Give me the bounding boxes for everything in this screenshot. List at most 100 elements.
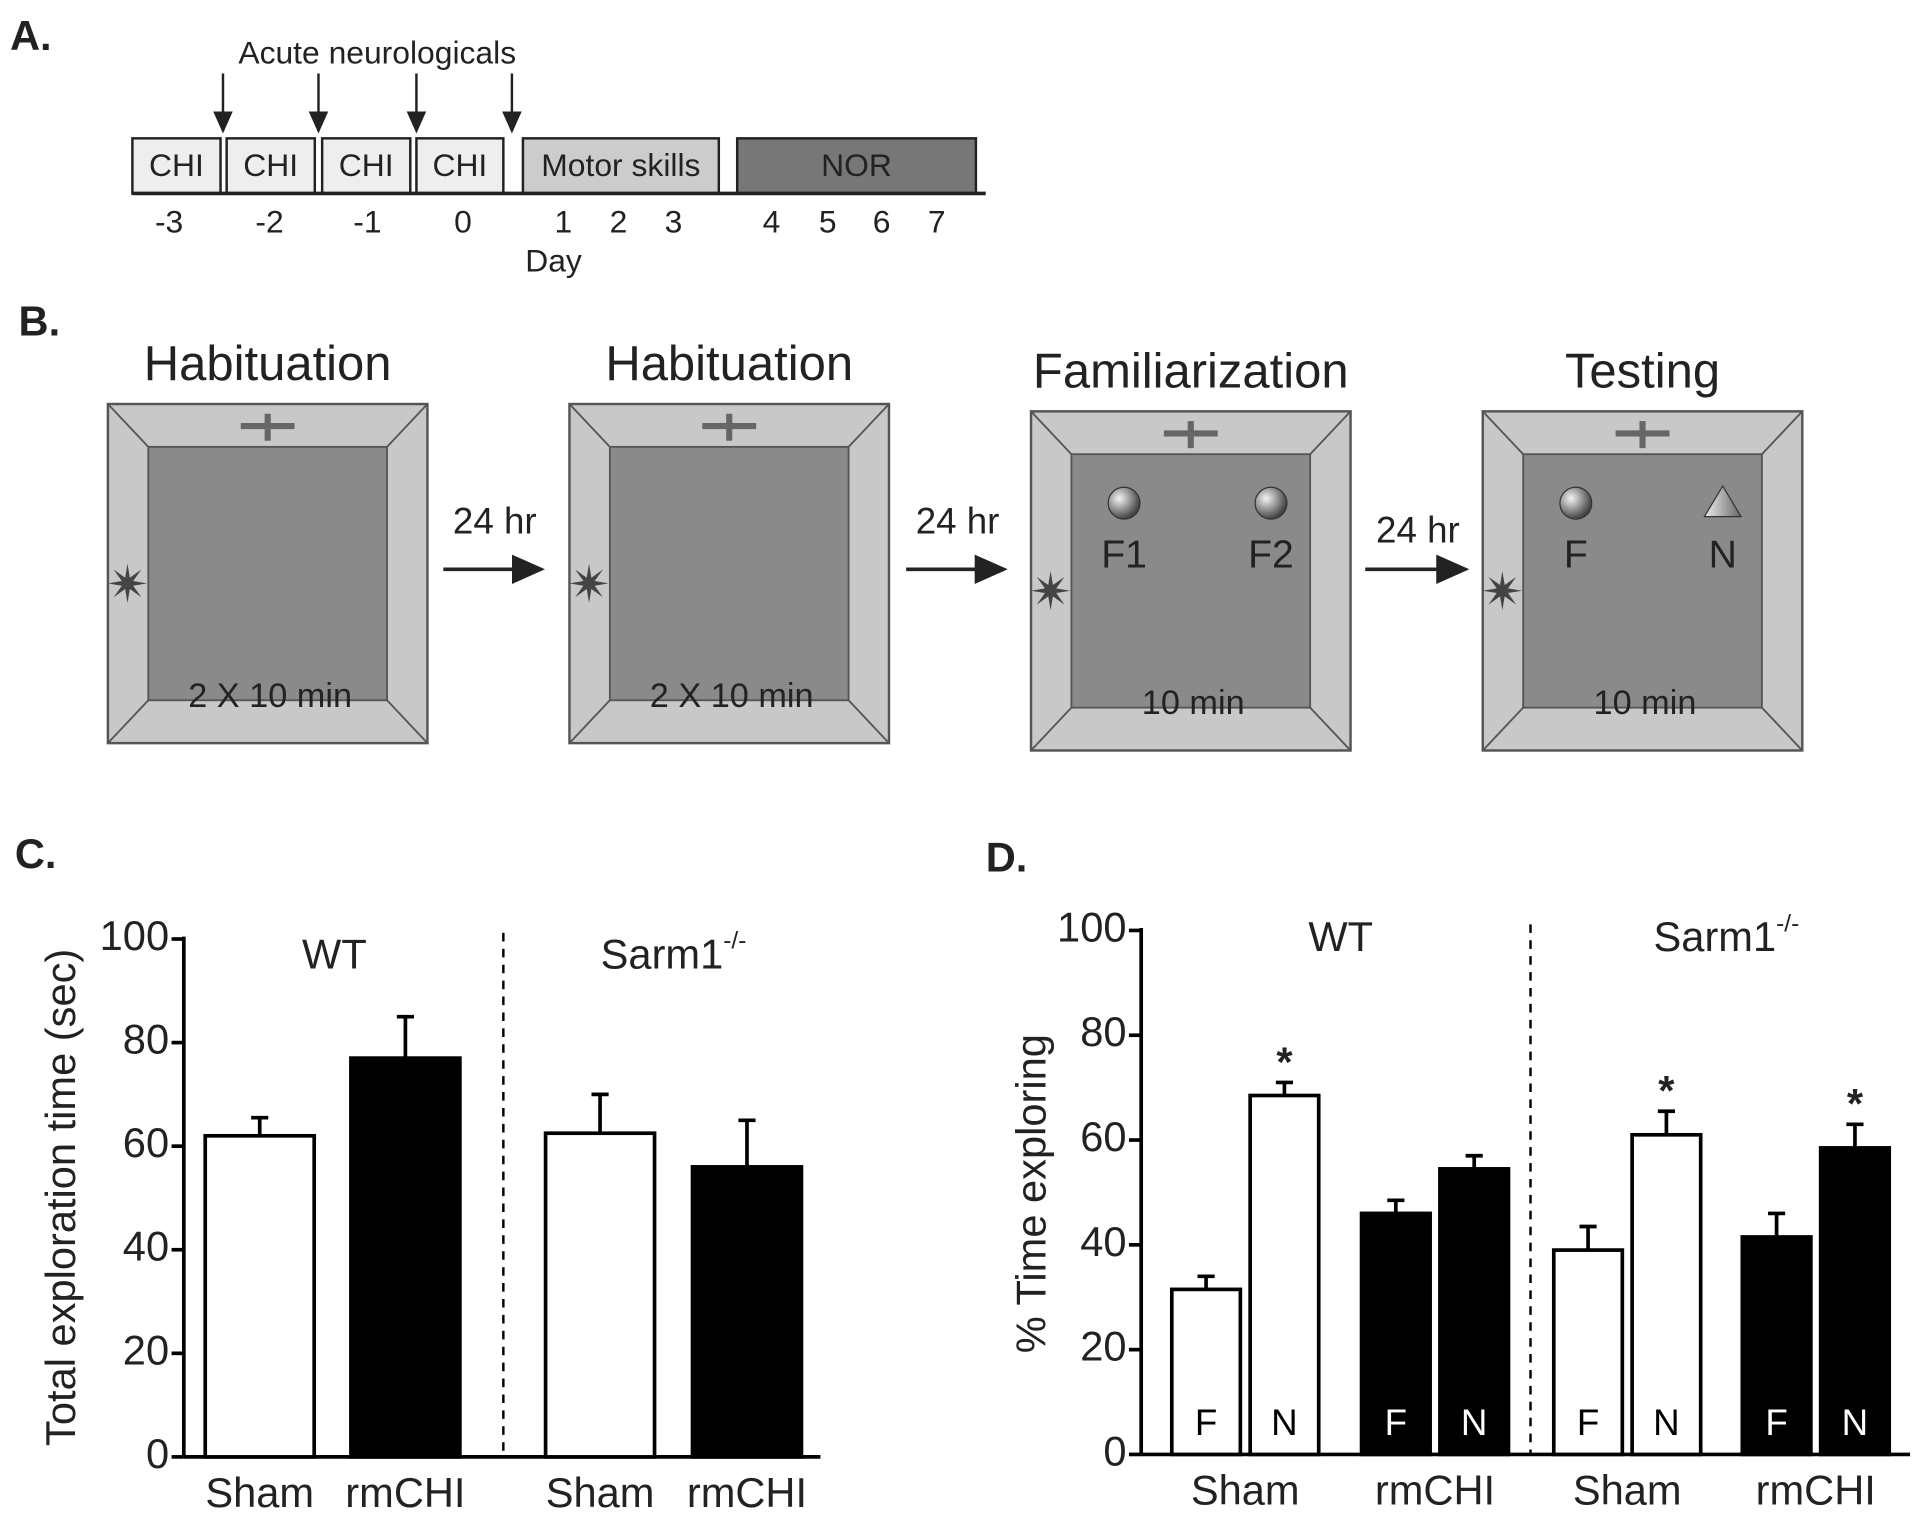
y-tick-label: 0 (146, 1430, 169, 1477)
group-name: Sarm1 (601, 930, 724, 977)
bar-series-label: F (1385, 1402, 1407, 1443)
timeline-block (521, 137, 721, 195)
bar (543, 1131, 657, 1459)
y-tick-label: 20 (123, 1326, 169, 1373)
object-label: F (1564, 533, 1588, 576)
day-label: -3 (155, 203, 183, 239)
day-label: 3 (665, 203, 683, 239)
day-label: 5 (819, 203, 837, 239)
y-tick-label: 80 (1080, 1008, 1126, 1055)
start-marker (1031, 571, 1071, 611)
group-label: WT (1308, 913, 1373, 960)
group-label: Sarm1-/- (601, 928, 747, 977)
day-label: 2 (610, 203, 628, 239)
y-tick-label: 40 (123, 1223, 169, 1270)
bar-series-label: F (1765, 1402, 1787, 1443)
duration: 2 X 10 min (188, 677, 352, 715)
significance: * (1658, 1067, 1675, 1114)
y-axis-label: % Time exploring (1008, 1034, 1055, 1353)
object-sphere (1254, 486, 1288, 520)
cue-cross (702, 413, 757, 441)
duration: 10 min (1142, 684, 1245, 722)
start-marker (1482, 571, 1522, 611)
day-label: -1 (353, 203, 381, 239)
y-tick-label: 20 (1080, 1323, 1126, 1370)
panel-label: D. (986, 834, 1028, 881)
x-tick-label: rmCHI (345, 1469, 465, 1516)
object-sphere (1107, 486, 1141, 520)
x-tick-label: Sham (1573, 1467, 1682, 1514)
annotation: Acute neurologicals (238, 34, 516, 70)
cue-cross (1615, 421, 1670, 449)
block-label: Motor skills (541, 147, 700, 183)
axis-label: Day (525, 243, 582, 279)
group-name: WT (302, 930, 367, 977)
x-tick-label: rmCHI (1756, 1467, 1876, 1514)
block-label: CHI (339, 147, 394, 183)
day-label: 0 (454, 203, 472, 239)
bar-series-label: F (1195, 1402, 1217, 1443)
group-superscript: -/- (1776, 911, 1799, 938)
arena-corner (1030, 410, 1073, 455)
cue-cross (240, 413, 295, 441)
block-label: CHI (243, 147, 298, 183)
arena-corner (1309, 410, 1352, 455)
stage-title: Habituation (605, 337, 853, 391)
stage-title: Habituation (144, 337, 392, 391)
y-tick-label: 60 (1080, 1113, 1126, 1160)
stage-title: Testing (1565, 345, 1720, 399)
panel-label: C. (15, 830, 57, 877)
group-name: WT (1308, 913, 1373, 960)
timeline-block (131, 137, 222, 195)
day-label: -2 (255, 203, 283, 239)
block-label: CHI (149, 147, 204, 183)
arena-corner (847, 699, 890, 744)
bar-series-label: N (1461, 1402, 1488, 1443)
object-sphere (1559, 486, 1593, 520)
y-axis-label: Total exploration time (sec) (37, 949, 84, 1446)
y-tick-label: 0 (1103, 1427, 1126, 1474)
bar-series-label: N (1653, 1402, 1680, 1443)
significance: * (1847, 1080, 1864, 1127)
interval-label: 24 hr (453, 501, 537, 542)
start-marker (107, 563, 148, 603)
interval-label: 24 hr (1376, 509, 1460, 550)
arena-corner (386, 699, 429, 744)
object-label: F1 (1101, 533, 1147, 576)
object-label: N (1709, 533, 1737, 576)
day-label: 1 (554, 203, 572, 239)
arena-floor (608, 445, 850, 702)
significance: * (1276, 1038, 1293, 1085)
group-name: Sarm1 (1654, 913, 1777, 960)
x-tick-label: rmCHI (1375, 1467, 1495, 1514)
x-tick-label: Sham (205, 1469, 314, 1516)
x-tick-label: Sham (1191, 1467, 1300, 1514)
block-label: CHI (432, 147, 487, 183)
bar (1551, 1248, 1625, 1457)
arena-corner (568, 403, 611, 448)
bar-series-label: N (1271, 1402, 1298, 1443)
timeline-block (320, 137, 412, 195)
arena-corner (1309, 707, 1352, 752)
panel-label: A. (10, 12, 52, 59)
panel-label: B. (19, 297, 61, 344)
group-superscript: -/- (723, 928, 746, 955)
y-tick-label: 100 (1057, 903, 1126, 950)
y-tick-label: 80 (123, 1016, 169, 1063)
arena-corner (1482, 410, 1524, 455)
duration: 2 X 10 min (650, 677, 814, 715)
y-tick-label: 40 (1080, 1218, 1126, 1265)
y-tick-label: 60 (123, 1119, 169, 1166)
bar (1169, 1287, 1243, 1457)
object-pyramid (1703, 484, 1743, 518)
bar-series-label: N (1842, 1402, 1869, 1443)
arena-floor (147, 445, 388, 702)
day-label: 4 (763, 203, 781, 239)
x-tick-label: Sham (546, 1469, 655, 1516)
arena-corner (386, 403, 429, 448)
interval-label: 24 hr (916, 501, 1000, 542)
arena-corner (1030, 707, 1073, 752)
y-tick-label: 100 (100, 912, 169, 959)
